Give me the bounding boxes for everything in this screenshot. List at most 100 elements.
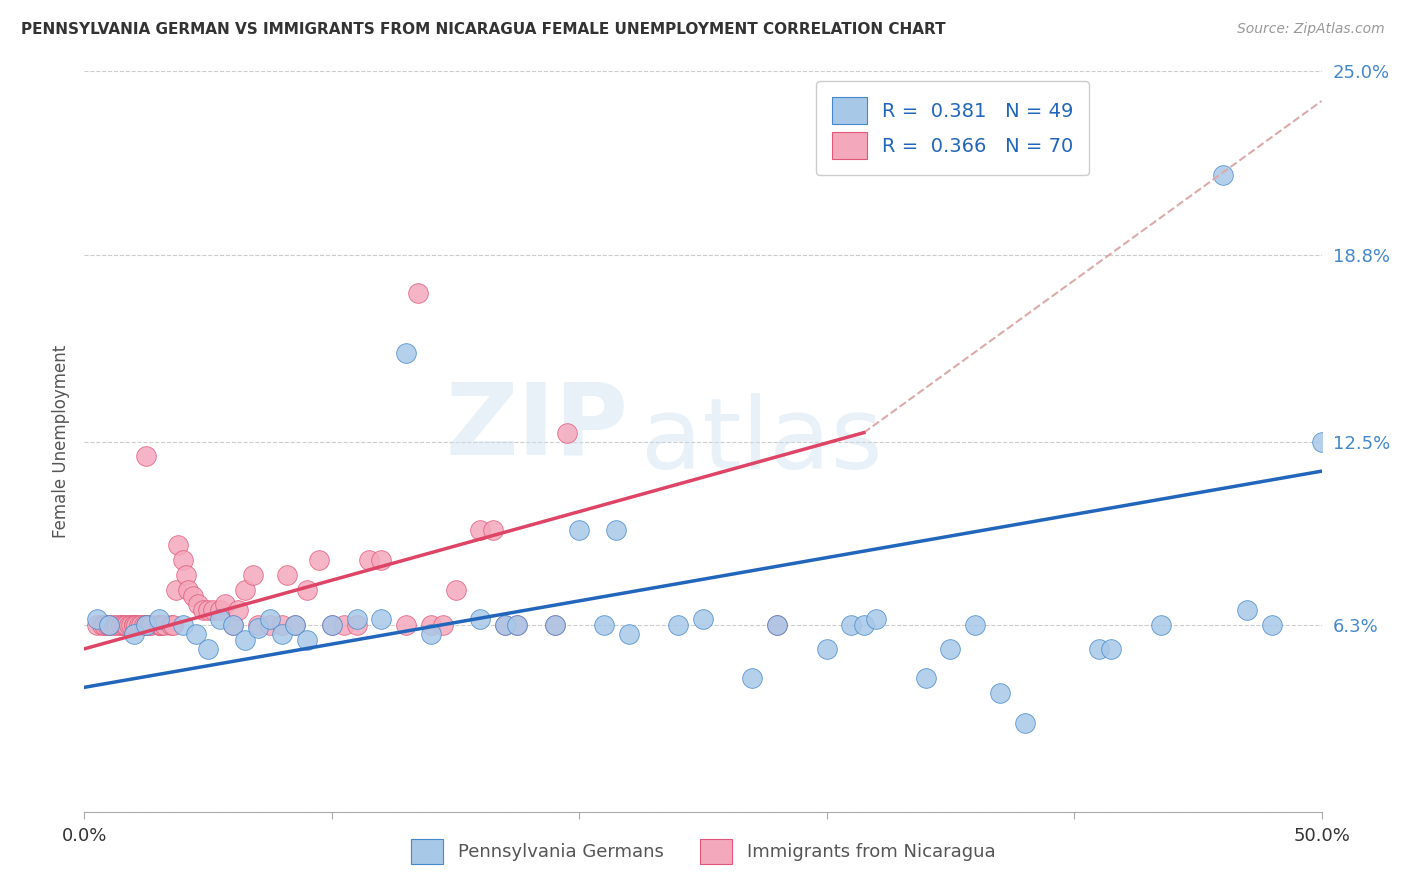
Point [333,618,356,632]
Point [1150,618,1173,632]
Point [321,618,343,632]
Point [295,632,318,647]
Point [148,618,170,632]
Point [766,618,789,632]
Point [181,589,204,603]
Point [815,641,838,656]
Point [246,621,269,635]
Point [965,618,987,632]
Point [98,618,121,632]
Point [141,618,163,632]
Point [150,618,173,632]
Point [93,618,115,632]
Text: ZIP: ZIP [446,378,628,475]
Point [555,425,578,440]
Point [112,618,135,632]
Point [122,618,145,632]
Point [852,618,875,632]
Point [543,618,565,632]
Text: Source: ZipAtlas.com: Source: ZipAtlas.com [1237,22,1385,37]
Point [246,618,269,632]
Point [165,582,187,597]
Point [370,553,392,567]
Point [187,598,209,612]
Point [135,618,157,632]
Point [408,286,430,301]
Point [865,612,887,626]
Point [914,672,936,686]
Point [284,618,307,632]
Point [370,612,392,626]
Point [506,618,529,632]
Point [197,641,219,656]
Point [1099,641,1122,656]
Point [209,612,232,626]
Point [160,618,183,632]
Point [481,524,503,538]
Point [110,618,132,632]
Point [96,618,118,632]
Point [110,618,132,632]
Point [125,618,148,632]
Point [103,618,125,632]
Point [148,612,170,626]
Point [135,618,157,632]
Point [605,524,627,538]
Point [841,618,863,632]
Point [214,598,236,612]
Point [138,618,160,632]
Y-axis label: Female Unemployment: Female Unemployment [52,345,70,538]
Point [152,618,174,632]
Point [226,603,249,617]
Point [167,538,190,552]
Point [105,618,128,632]
Point [1212,168,1234,182]
Point [162,618,184,632]
Point [284,618,307,632]
Point [90,618,112,632]
Point [346,618,368,632]
Legend: Pennsylvania Germans, Immigrants from Nicaragua: Pennsylvania Germans, Immigrants from Ni… [396,824,1010,879]
Point [118,618,141,632]
Point [494,618,516,632]
Point [346,612,368,626]
Point [271,627,294,641]
Point [172,553,194,567]
Point [395,618,418,632]
Point [209,603,232,617]
Point [444,582,467,597]
Point [494,618,516,632]
Point [233,582,256,597]
Point [259,612,281,626]
Point [177,582,200,597]
Point [295,582,318,597]
Point [86,618,108,632]
Point [395,345,418,359]
Point [1310,434,1333,449]
Point [470,524,492,538]
Point [988,686,1011,700]
Point [741,672,763,686]
Point [135,450,157,464]
Point [617,627,640,641]
Point [543,618,565,632]
Point [120,618,142,632]
Point [692,612,714,626]
Point [419,618,441,632]
Point [1014,715,1036,730]
Point [129,618,152,632]
Point [357,553,380,567]
Point [271,618,294,632]
Point [122,618,145,632]
Point [122,627,145,641]
Point [233,632,256,647]
Point [321,618,343,632]
Point [470,612,492,626]
Text: atlas: atlas [641,393,883,490]
Point [766,618,789,632]
Point [202,603,225,617]
Point [1236,603,1258,617]
Point [222,618,245,632]
Point [1261,618,1284,632]
Point [184,627,207,641]
